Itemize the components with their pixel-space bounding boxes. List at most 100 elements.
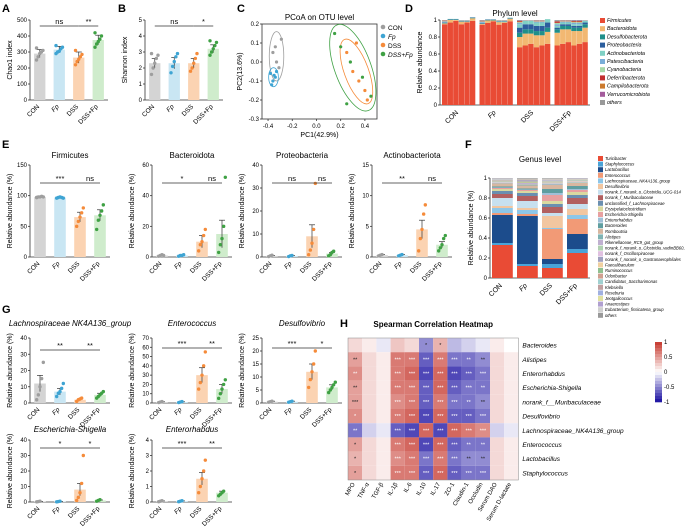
heatmap-sig-1-0: ** <box>353 357 358 363</box>
escherichia-y-tick-label: 30 <box>20 454 27 460</box>
heatmap-cell-9-8 <box>461 465 476 480</box>
pcoa-legend-label-3: DSS+Fp <box>388 52 413 59</box>
heatmap-cell-1-10 <box>490 352 505 367</box>
enterococcus-title: Enterococcus <box>168 319 216 328</box>
enterorhabdus-x-label-3: DSS+Fp <box>201 505 224 528</box>
shannon-x-label-3: DSS+Fp <box>192 103 215 126</box>
phylum-x-label-2: DSS <box>520 109 535 124</box>
genus-seg-2-0-13 <box>542 185 563 189</box>
actinobacteriota-y-tick-label: 5 <box>366 224 370 230</box>
phylum-seg-0-3-1 <box>458 21 465 25</box>
chao1-y-tick-label: 200 <box>17 66 28 72</box>
phylum-seg-0-1-0 <box>447 22 453 105</box>
panel-label-d: D <box>405 3 413 15</box>
lachno-point-1-4 <box>61 381 66 386</box>
chao1-bar-0 <box>34 53 46 100</box>
heatmap-cell-9-4 <box>404 465 419 480</box>
genus-seg-2-0-9 <box>542 201 563 204</box>
heatmap-sig-9-5: *** <box>423 471 430 477</box>
phylum-seg-3-0-3 <box>554 27 560 30</box>
heatmap-cell-9-9 <box>475 465 490 480</box>
firmicutes-y-tick-label: 150 <box>17 163 28 169</box>
heatmap-row-label-7: Enterococcus <box>522 442 562 449</box>
genus-legend-label-24: Roseburia <box>605 290 625 295</box>
heatmap-cell-3-3 <box>390 380 405 395</box>
shannon-point-3-1 <box>209 50 214 54</box>
genus-legend-label-26: Anaerostipes <box>604 302 630 307</box>
heatmap-colorbar-step-16 <box>655 390 662 394</box>
heatmap-sig-9-8: *** <box>465 471 472 477</box>
chao1-point-3-2 <box>96 39 100 44</box>
bacteroidota-x-label-2: DSS <box>189 260 204 275</box>
phylum-y-tick-label: 0.2 <box>429 86 438 92</box>
pcoa-ellipse-CON <box>268 31 285 82</box>
genus-legend-label-1: Staphylococcus <box>605 162 635 167</box>
heatmap-sig-5-6: *** <box>437 414 444 420</box>
lachno-point-3-4 <box>101 389 106 394</box>
phylum-legend-label-10: others <box>607 100 622 106</box>
heatmap-cell-2-1 <box>362 366 377 381</box>
heatmap-sig-5-4: *** <box>409 414 416 420</box>
heatmap-cell-4-5 <box>419 394 434 409</box>
firmicutes-point-1-4 <box>61 196 66 200</box>
genus-legend-swatch-24 <box>598 290 603 296</box>
genus-legend-label-6: norank_f_norank_o_Clostridia_UCG-014 <box>605 190 682 195</box>
proteobacteria-point-2-0 <box>306 253 311 257</box>
escherichia-x-label-3: DSS+Fp <box>79 505 102 528</box>
proteobacteria-sig-label-0: ns <box>288 174 296 183</box>
enterococcus-point-0-2 <box>160 399 164 404</box>
bacteroidota-point-3-3 <box>221 224 226 229</box>
shannon-point-2-4 <box>195 51 199 56</box>
lachno-y-tick-label: 0 <box>24 401 28 407</box>
genus-seg-3-0-13 <box>567 183 588 186</box>
heatmap-sig-5-0: * <box>354 414 357 420</box>
lachno-point-0-3 <box>39 376 44 381</box>
pcoa-ellipse-DSS <box>339 38 374 105</box>
heatmap-row-label-3: Escherichia-Shigella <box>522 385 581 392</box>
heatmap-cell-3-4 <box>404 380 419 395</box>
heatmap-colorbar-step-6 <box>655 360 662 364</box>
chao1-point-1-4 <box>60 45 65 49</box>
desulfovibrio-bar-3 <box>326 387 338 403</box>
chao1-bar-2 <box>73 57 85 100</box>
phylum-seg-2-0-3 <box>517 27 523 33</box>
heatmap-cell-8-4 <box>404 451 419 466</box>
pcoa-point-CON-0 <box>271 50 275 55</box>
chao1-point-2-1 <box>75 59 79 64</box>
escherichia-point-2-3 <box>79 481 84 486</box>
phylum-y-tick-label: 0 <box>434 103 438 109</box>
actinobacteriota-point-3-0 <box>436 249 441 253</box>
genus-seg-1-0-24 <box>517 180 538 181</box>
heatmap-cell-4-4 <box>404 394 419 409</box>
heatmap-cell-8-7 <box>447 451 462 466</box>
heatmap-cell-8-3 <box>390 451 405 466</box>
chao1-bar-1 <box>53 49 65 100</box>
heatmap-row-label-9: Staphylococcus <box>522 470 568 477</box>
genus-seg-1-0-4 <box>517 210 538 214</box>
heatmap-sig-7-6: *** <box>437 443 444 449</box>
heatmap-col-label-2: TGF-β <box>371 482 385 501</box>
chao1-point-3-1 <box>94 42 99 46</box>
lachno-x-label-1: Fp <box>51 406 62 417</box>
genus-seg-0-0-10 <box>492 188 513 189</box>
actinobacteriota-point-2-1 <box>418 236 423 241</box>
enterococcus-x-label-0: CON <box>148 406 163 421</box>
phylum-seg-1-3-0 <box>496 24 502 105</box>
phylum-seg-3-1-4 <box>560 22 566 25</box>
desulfovibrio-point-3-3 <box>331 383 336 387</box>
phylum-seg-0-0-1 <box>442 23 448 25</box>
heatmap-cell-6-1 <box>362 423 377 438</box>
genus-legend-swatch-22 <box>598 279 603 285</box>
phylum-seg-1-4-1 <box>501 22 508 23</box>
heatmap-cell-4-7 <box>447 394 462 409</box>
phylum-seg-1-0-0 <box>479 24 485 105</box>
desulfovibrio-y-tick-label: 0 <box>256 401 260 407</box>
genus-legend-swatch-3 <box>598 172 603 178</box>
shannon-point-3-5 <box>208 39 212 43</box>
actinobacteriota-point-2-4 <box>423 203 428 207</box>
heatmap-col-label-6: IL-17 <box>430 481 442 496</box>
shannon-sig-label-0: ns <box>170 17 178 26</box>
firmicutes-bar-3 <box>94 215 106 257</box>
heatmap-colorbar-step-17 <box>655 393 662 397</box>
phylum-seg-3-2-2 <box>565 25 572 30</box>
